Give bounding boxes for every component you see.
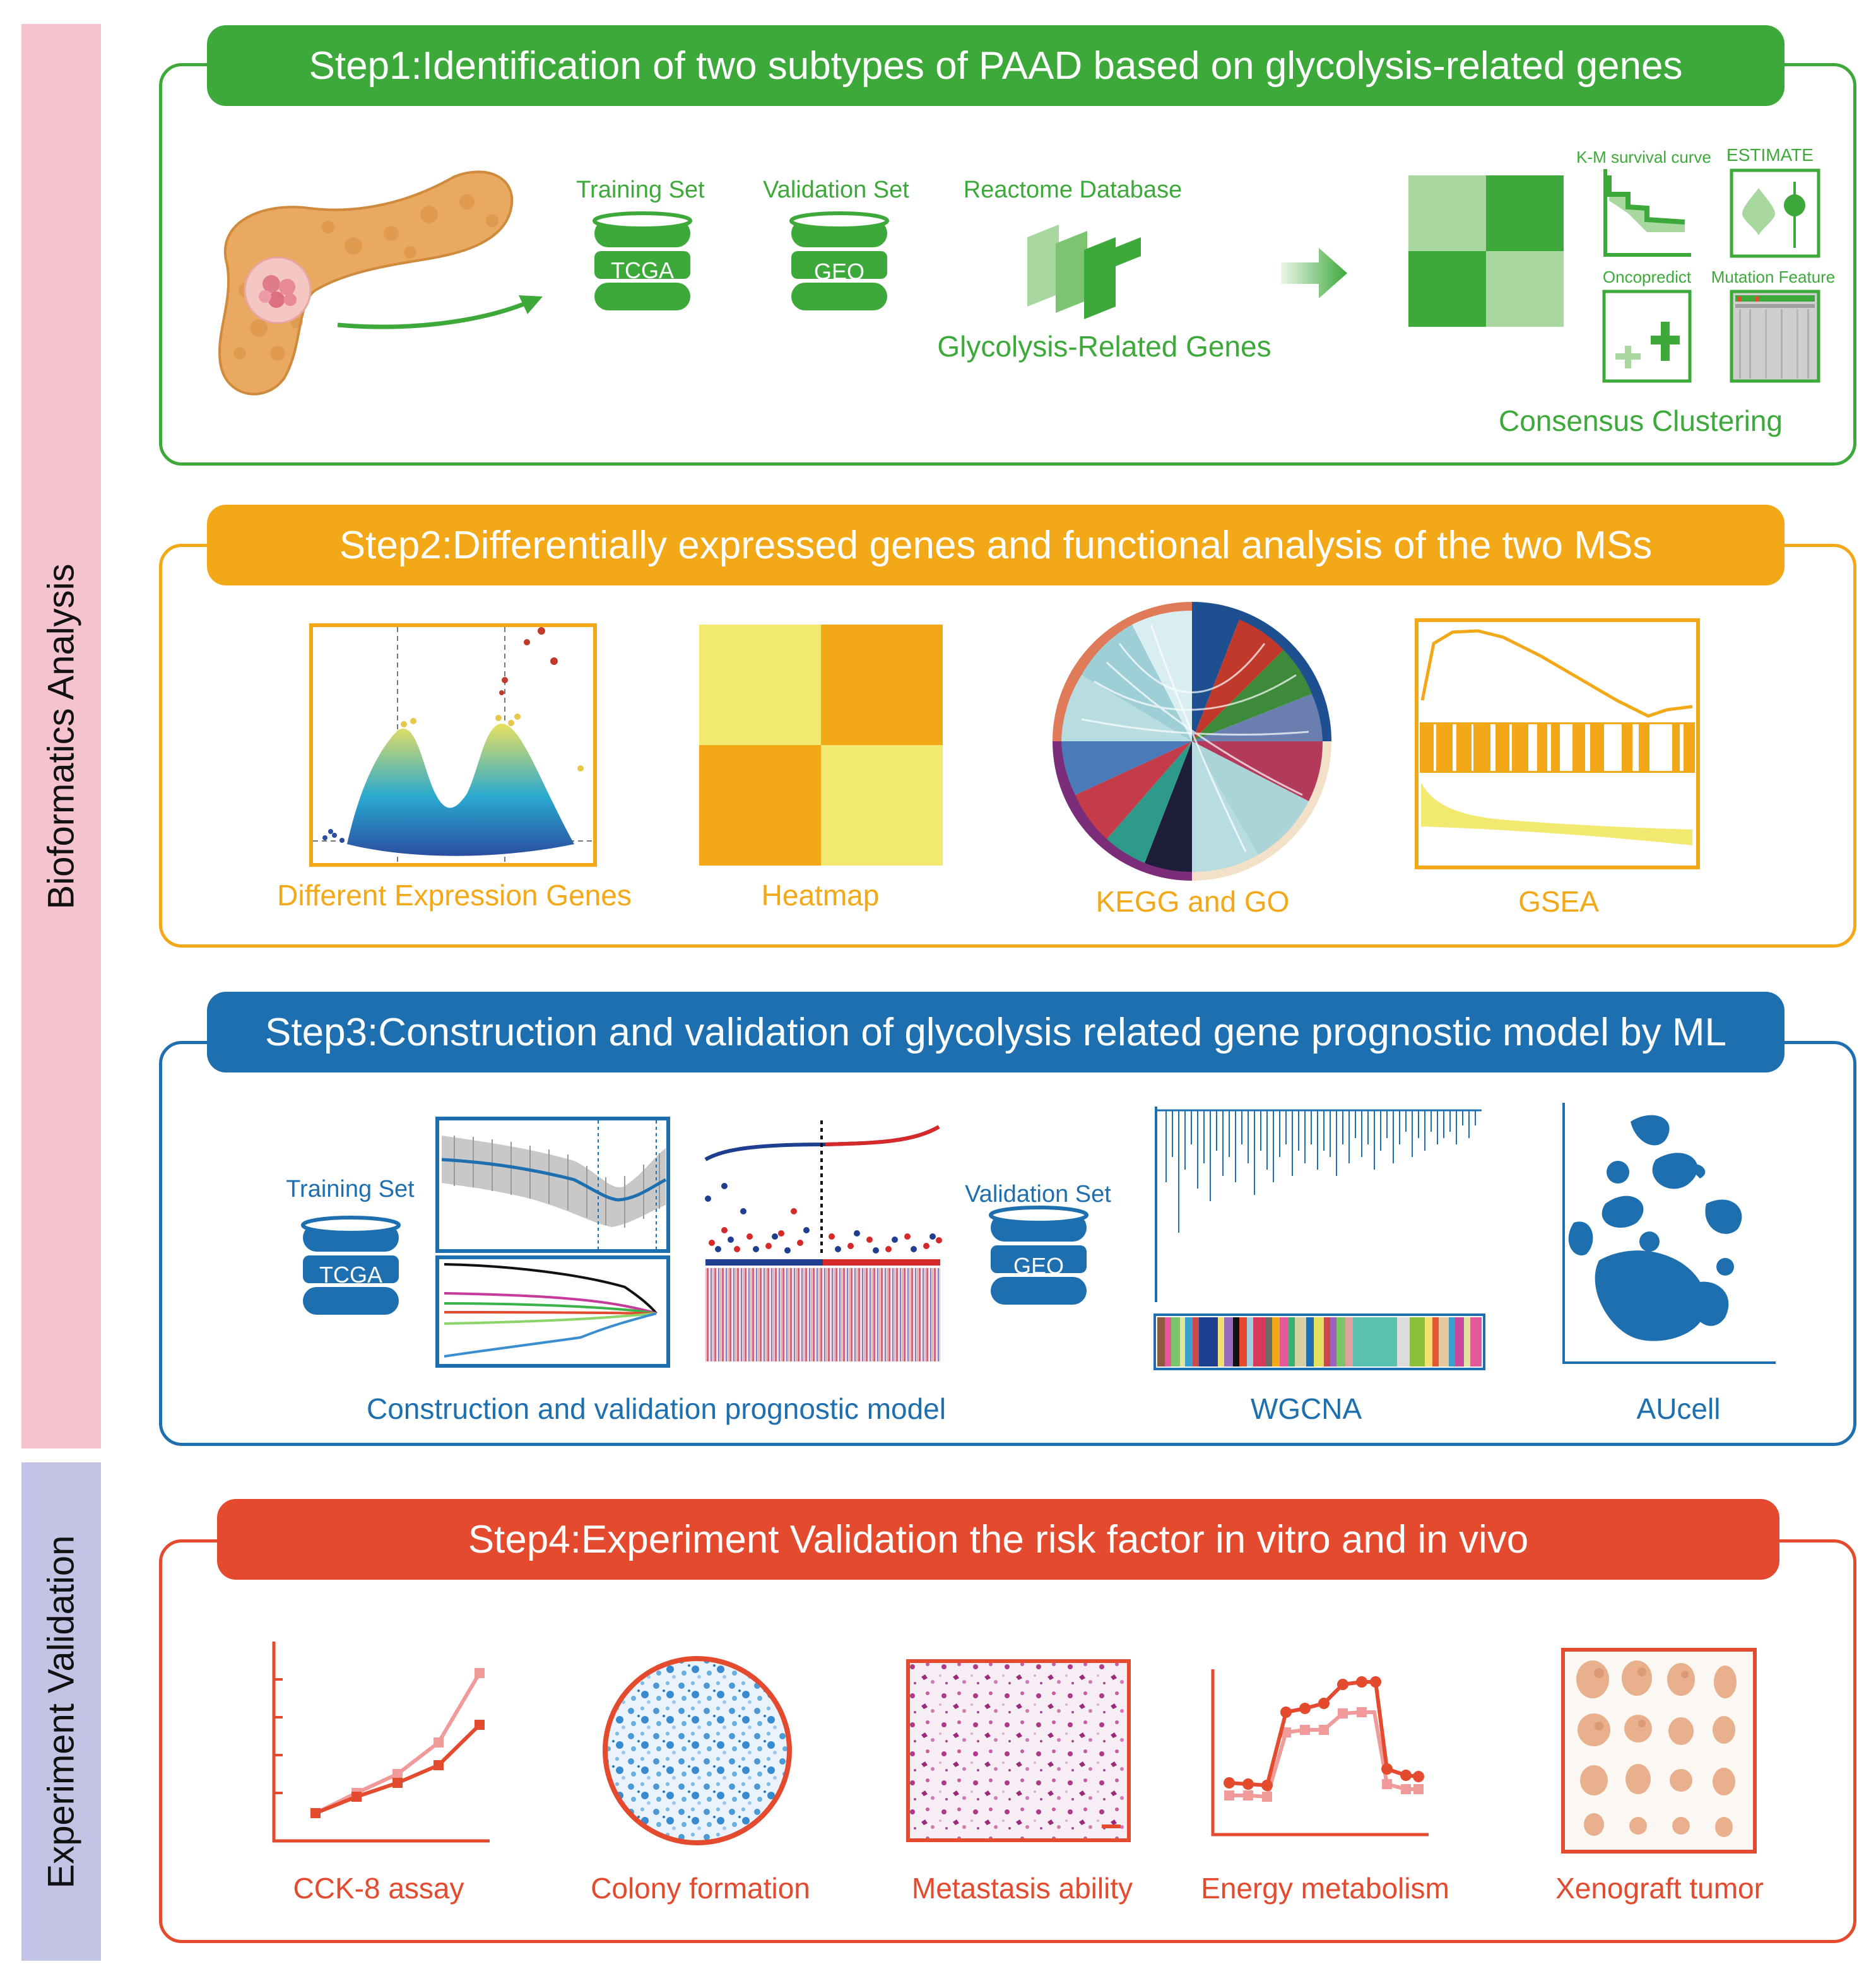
sidebar-experiment-label: Experiment Validation [40,1535,82,1888]
oncopredict-icon [1602,290,1692,383]
kegg-go-label: KEGG and GO [1095,885,1290,918]
wgcna-dendrogram [1153,1107,1485,1370]
mutation-feature-icon [1730,290,1820,383]
chord-segments [1061,610,1323,873]
cck8-line-chart [272,1642,490,1843]
step1-tcga-database-icon [593,211,692,310]
heatmap-icon [699,625,943,866]
pancreas-shape [218,170,514,396]
gsea-plot [1415,618,1700,869]
glycolysis-genes-label: Glycolysis-Related Genes [937,330,1271,363]
step3-geo-database-icon [989,1206,1088,1305]
sidebar-bioinformatics: Bioformatics Analysis [21,24,101,1448]
step1-geo-label: GEO [813,259,864,285]
arrow-to-consensus [1281,248,1347,298]
km-survival-curve-icon [1603,169,1691,257]
colony-formation-dish [603,1656,792,1845]
step3-geo-label: GEO [1013,1253,1064,1279]
oncopredict-label: Oncopredict [1602,267,1692,286]
pancreas-illustration [218,170,514,396]
step3-validation-set-label: Validation Set [965,1181,1111,1207]
step1-geo-database-icon [789,211,889,310]
wgcna-label: WGCNA [1250,1392,1362,1425]
step1-validation-set-label: Validation Set [763,177,909,203]
chord-diagram [1053,602,1331,881]
xenograft-tumor-image [1561,1648,1757,1854]
risk-scatter-points [709,1208,942,1252]
sidebar-experiment: Experiment Validation [21,1462,101,1961]
step1-tcga-label: TCGA [610,257,674,283]
estimate-violin-icon [1730,168,1820,258]
consensus-label: Consensus Clustering [1498,404,1783,437]
model-label: Construction and validation prognostic m… [367,1392,946,1425]
heatmap-label: Heatmap [761,879,880,912]
colony-label: Colony formation [591,1872,810,1905]
energy-label: Energy metabolism [1201,1872,1449,1905]
reactome-layers-icon [1027,225,1141,319]
metastasis-transwell-image [906,1659,1131,1842]
step3-title: Step3:Construction and validation of gly… [207,992,1785,1072]
volcano-plot [309,623,597,867]
energy-metabolism-chart [1211,1669,1429,1836]
aucell-tsne-plot [1562,1103,1776,1364]
step2-title: Step2:Differentially expressed genes and… [207,505,1785,585]
gsea-label: GSEA [1518,885,1599,918]
tumor-icon [244,256,312,324]
deg-label: Different Expression Genes [277,879,632,912]
step1-title: Step1:Identification of two subtypes of … [207,25,1785,106]
estimate-label: ESTIMATE [1726,145,1814,165]
consensus-matrix [1408,175,1564,327]
pancreas-texture [233,194,498,361]
lasso-coefficient-plot [435,1255,670,1368]
aucell-label: AUcell [1636,1392,1721,1425]
km-curve-label: K-M survival curve [1576,148,1711,167]
arrow-to-datasets [337,295,543,329]
mutation-label: Mutation Feature [1711,267,1836,286]
cck8-label: CCK-8 assay [293,1872,464,1905]
reactome-label: Reactome Database [963,177,1183,203]
step3-tcga-database-icon [301,1216,401,1315]
xenograft-label: Xenograft tumor [1555,1872,1764,1905]
step1-training-set-label: Training Set [576,177,705,203]
sidebar-bioinformatics-label: Bioformatics Analysis [40,563,82,909]
step3-tcga-label: TCGA [319,1262,382,1288]
step4-title: Step4:Experiment Validation the risk fac… [217,1499,1779,1580]
lasso-cv-plot [435,1117,670,1253]
metastasis-label: Metastasis ability [911,1872,1133,1905]
step3-training-set-label: Training Set [286,1176,415,1202]
risk-score-plot [704,1120,942,1361]
